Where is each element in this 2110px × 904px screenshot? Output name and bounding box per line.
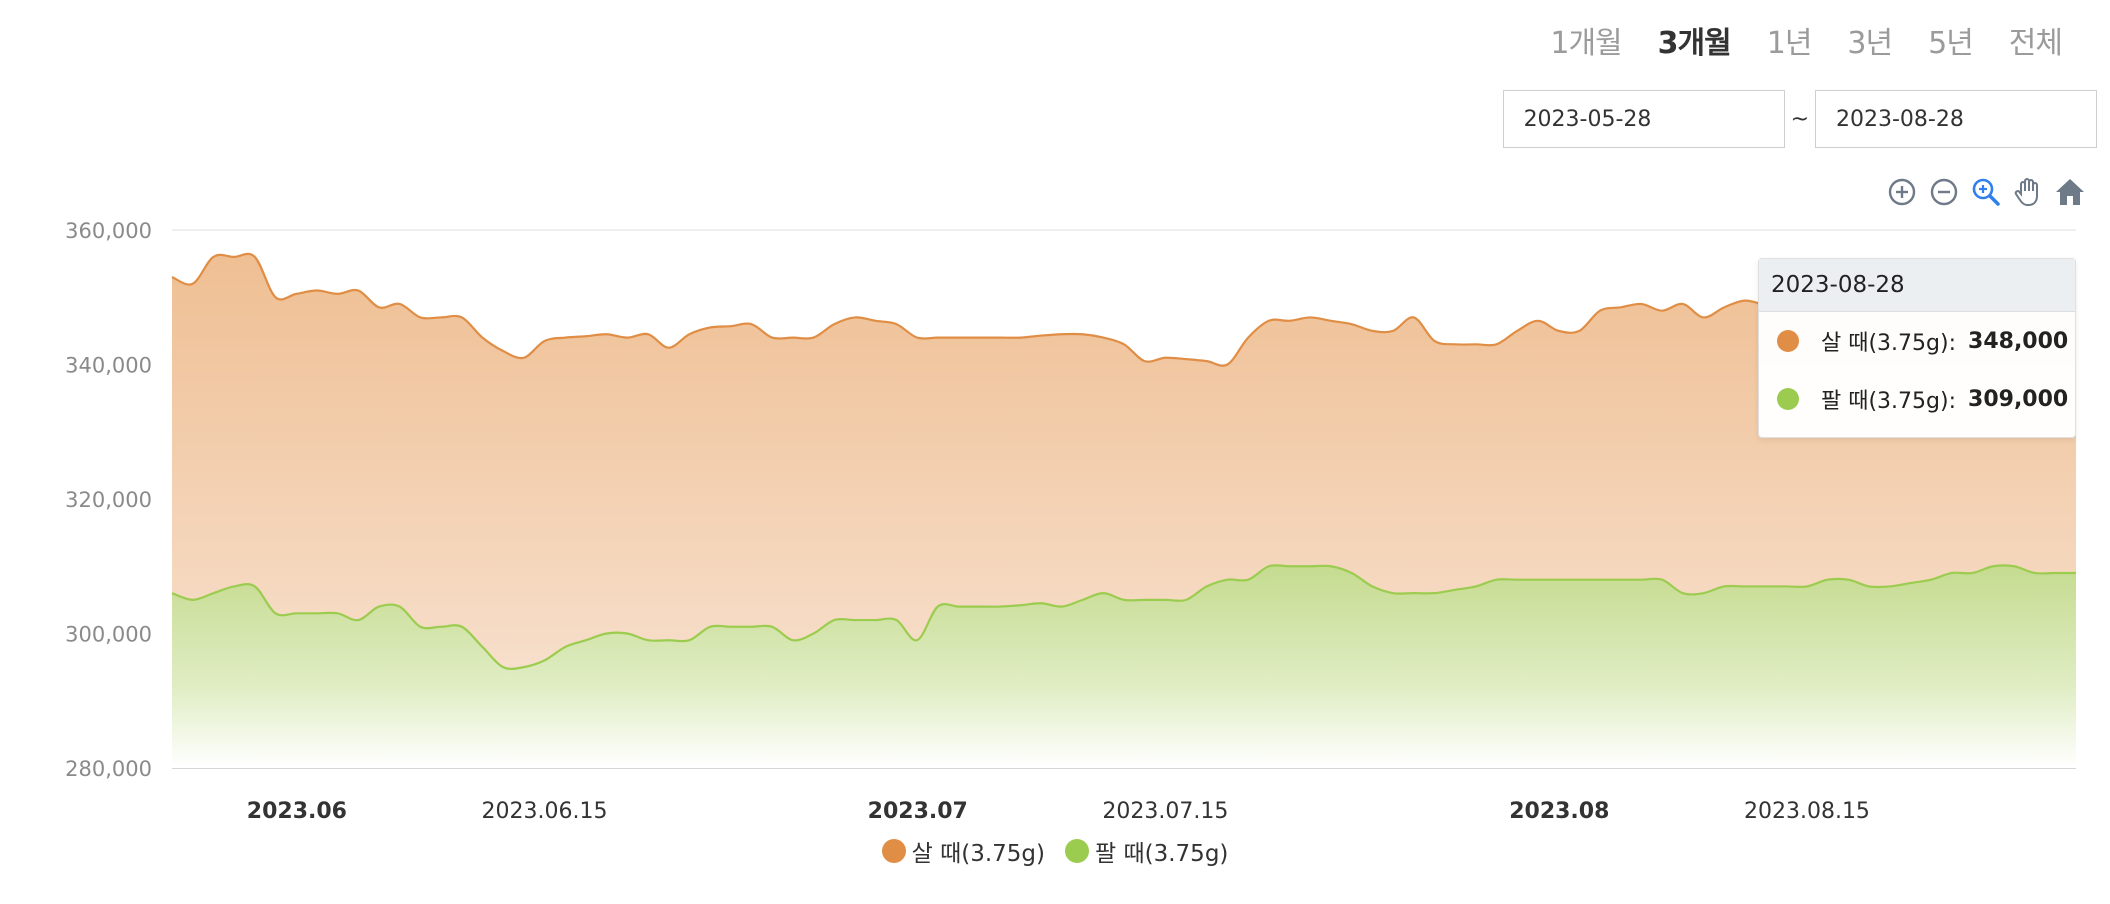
series-areas <box>171 252 2076 769</box>
range-tab-3[interactable]: 3년 <box>1847 26 1893 61</box>
x-tick-label: 2023.08 <box>1509 799 1609 824</box>
tooltip-buy-value: 348,000 <box>1968 328 2069 354</box>
date-range: ~ <box>1502 90 2097 148</box>
range-tab-0[interactable]: 1개월 <box>1550 26 1622 61</box>
legend-buy-marker-icon <box>881 839 906 863</box>
tooltip-row-buy: 살 때(3.75g): 348,000 <box>1759 312 2075 370</box>
x-tick-label: 2023.08.15 <box>1744 799 1870 824</box>
buy-marker-icon <box>1777 330 1799 352</box>
chart-toolbar <box>1886 176 2086 208</box>
y-tick-label: 340,000 <box>65 354 152 378</box>
period-tabs: 1개월 3개월 1년 3년 5년 전체 <box>1532 18 2080 62</box>
zoom-in-button[interactable] <box>1886 176 1918 208</box>
sell-marker-icon <box>1777 388 1799 410</box>
y-tick-label: 280,000 <box>65 757 152 781</box>
y-tick-label: 320,000 <box>65 488 152 512</box>
range-tab-2[interactable]: 1년 <box>1766 26 1813 61</box>
legend-item-buy[interactable]: 살 때(3.75g) <box>881 834 1045 868</box>
reset-home-icon <box>2056 179 2084 205</box>
sell-series-line <box>171 564 2076 670</box>
chart-legend: 살 때(3.75g) 팔 때(3.75g) <box>0 834 2110 868</box>
zoom-in-icon <box>1888 178 1916 206</box>
y-axis: 280,000 300,000 320,000 340,000 360,000 <box>65 219 152 781</box>
pan-icon <box>2014 178 2038 206</box>
legend-sell-label: 팔 때(3.75g) <box>1095 841 1229 867</box>
tooltip-sell-label: 팔 때(3.75g): <box>1821 389 1957 414</box>
start-date-input[interactable] <box>1502 90 1785 148</box>
x-tick-label: 2023.07.15 <box>1102 799 1228 824</box>
x-tick-label: 2023.06 <box>247 799 347 824</box>
reset-zoom-button[interactable] <box>2054 176 2086 208</box>
x-tick-label: 2023.07 <box>868 799 968 824</box>
y-tick-label: 300,000 <box>65 623 152 647</box>
tooltip-sell-value: 309,000 <box>1968 386 2069 412</box>
sell-series-area <box>172 565 2076 768</box>
zoom-out-icon <box>1930 178 1958 206</box>
zoom-out-button[interactable] <box>1928 176 1960 208</box>
end-date-input[interactable] <box>1815 90 2097 148</box>
range-tab-4[interactable]: 5년 <box>1928 26 1974 61</box>
legend-sell-marker-icon <box>1065 839 1089 863</box>
y-tick-label: 360,000 <box>65 219 152 243</box>
selection-zoom-button[interactable] <box>1970 176 2002 208</box>
selection-zoom-icon <box>1972 178 2000 206</box>
range-tab-5[interactable]: 전체 <box>2008 26 2063 61</box>
x-tick-label: 2023.06.15 <box>482 799 608 824</box>
date-range-separator: ~ <box>1790 106 1809 132</box>
legend-buy-label: 살 때(3.75g) <box>911 841 1045 867</box>
tooltip-date: 2023-08-28 <box>1759 259 2075 312</box>
tooltip-buy-label: 살 때(3.75g): <box>1821 331 1957 356</box>
legend-item-sell[interactable]: 팔 때(3.75g) <box>1065 834 1228 868</box>
tooltip-row-sell: 팔 때(3.75g): 309,000 <box>1759 370 2075 428</box>
pan-button[interactable] <box>2012 176 2044 208</box>
x-axis: 2023.06 2023.06.15 2023.07 2023.07.15 2023.0… <box>247 799 1870 824</box>
data-tooltip: 2023-08-28 살 때(3.75g): 348,000 팔 때(3.75g… <box>1758 258 2076 438</box>
range-tab-1[interactable]: 3개월 <box>1657 26 1732 61</box>
